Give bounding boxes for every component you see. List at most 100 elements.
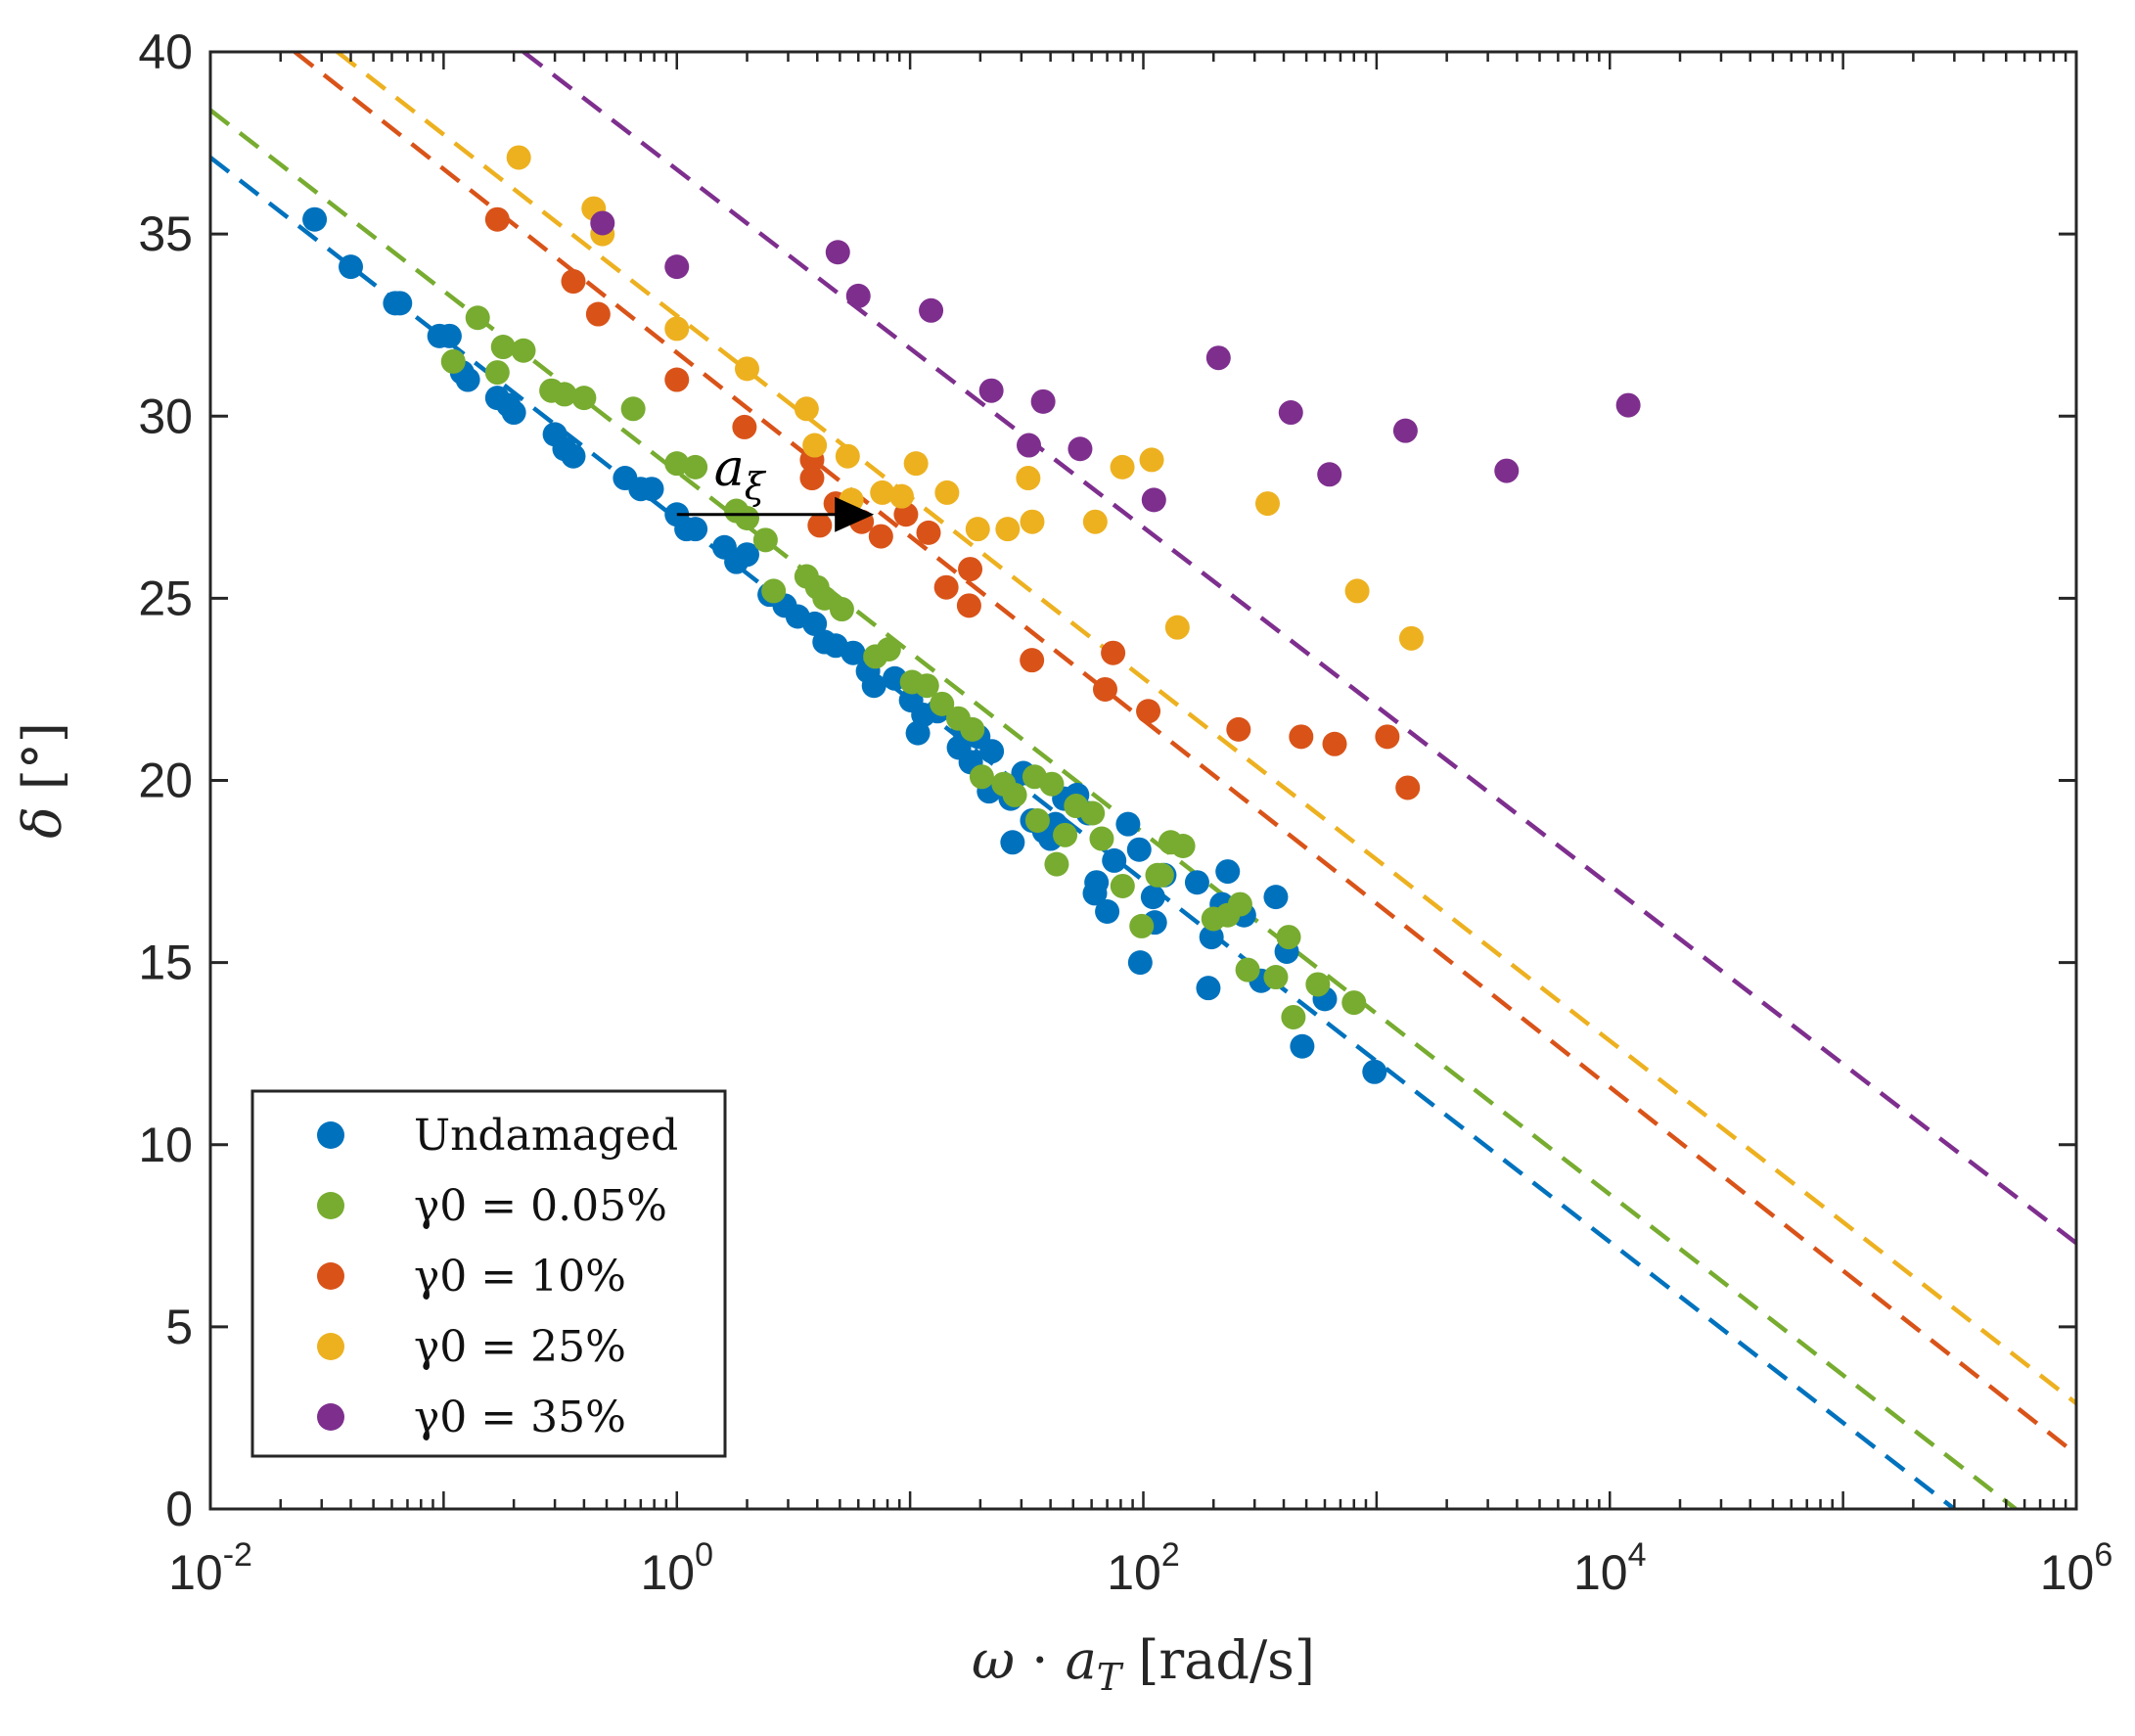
data-point-1-25 xyxy=(960,716,985,742)
data-point-2-16 xyxy=(1020,648,1045,673)
data-point-3-3 xyxy=(664,316,690,342)
data-point-4-14 xyxy=(1494,458,1520,483)
data-point-3-15 xyxy=(1016,466,1041,491)
data-point-1-2 xyxy=(484,360,510,386)
data-point-3-7 xyxy=(835,443,860,469)
data-point-4-0 xyxy=(590,210,615,236)
fit-line-2 xyxy=(293,52,2076,1456)
data-point-1-51 xyxy=(1341,990,1367,1016)
data-point-0-67 xyxy=(1290,1033,1315,1059)
legend: Undamaged γ0 = 0.05% γ0 = 10% γ0 = 25% γ0 = … xyxy=(250,1089,727,1458)
data-point-4-3 xyxy=(845,283,871,308)
data-point-4-8 xyxy=(1068,436,1093,462)
data-point-0-26 xyxy=(802,611,828,636)
legend-marker-4 xyxy=(317,1403,344,1431)
data-point-2-19 xyxy=(1136,699,1161,724)
data-point-3-13 xyxy=(965,517,990,542)
x-tick-label-4: 106 xyxy=(2040,1536,2113,1600)
data-point-1-14 xyxy=(761,578,787,604)
data-point-1-33 xyxy=(1053,822,1078,847)
data-point-3-14 xyxy=(995,517,1021,542)
data-point-3-10 xyxy=(888,483,914,509)
data-point-1-18 xyxy=(829,597,854,622)
data-point-2-10 xyxy=(868,524,893,549)
data-point-0-5 xyxy=(436,323,462,348)
data-point-3-19 xyxy=(1139,447,1164,473)
data-point-0-3 xyxy=(387,291,413,316)
data-point-1-38 xyxy=(1129,913,1155,938)
data-point-2-3 xyxy=(664,367,690,392)
data-point-1-9 xyxy=(664,451,690,477)
data-point-2-13 xyxy=(933,574,959,600)
data-point-1-37 xyxy=(1110,873,1135,898)
data-point-4-7 xyxy=(1030,388,1056,414)
data-point-2-7 xyxy=(807,513,833,538)
data-point-2-21 xyxy=(1289,724,1314,750)
legend-label-0: Undamaged xyxy=(414,1111,678,1161)
data-point-1-42 xyxy=(1170,834,1196,859)
data-point-4-9 xyxy=(1141,487,1166,513)
data-point-1-1 xyxy=(465,305,490,331)
data-point-2-0 xyxy=(484,206,510,232)
data-point-3-0 xyxy=(506,145,531,170)
fit-line-3 xyxy=(336,52,2076,1405)
data-point-1-46 xyxy=(1235,957,1260,982)
data-point-4-15 xyxy=(1615,392,1641,418)
data-point-1-40 xyxy=(1149,862,1174,888)
data-point-2-1 xyxy=(561,269,586,295)
fit-line-0 xyxy=(210,156,1956,1509)
data-point-2-6 xyxy=(799,466,825,491)
legend-label-2: γ0 = 10% xyxy=(414,1252,626,1302)
data-point-2-4 xyxy=(732,414,757,439)
data-point-1-8 xyxy=(620,396,646,422)
data-point-3-11 xyxy=(903,451,929,477)
data-point-0-55 xyxy=(1127,950,1153,976)
legend-marker-2 xyxy=(317,1262,344,1290)
data-point-4-6 xyxy=(1017,433,1042,458)
data-point-4-11 xyxy=(1278,400,1303,426)
data-point-4-4 xyxy=(919,297,944,323)
data-point-0-56 xyxy=(1140,885,1165,910)
data-point-1-10 xyxy=(683,454,708,480)
data-point-0-41 xyxy=(979,739,1005,764)
data-point-1-4 xyxy=(511,338,536,363)
data-point-1-0 xyxy=(440,348,466,374)
data-point-2-23 xyxy=(1375,724,1400,750)
data-point-1-12 xyxy=(735,505,760,530)
data-point-0-31 xyxy=(861,673,886,699)
data-point-0-7 xyxy=(455,367,480,392)
data-point-2-12 xyxy=(916,520,941,545)
y-tick-label-5: 25 xyxy=(138,571,193,625)
data-point-0-60 xyxy=(1199,925,1224,950)
x-axis-label: ω · aT [rad/s] xyxy=(972,1629,1315,1699)
data-point-3-9 xyxy=(870,480,895,505)
data-point-0-71 xyxy=(1095,899,1120,925)
data-point-1-45 xyxy=(1227,891,1252,917)
data-point-3-6 xyxy=(802,433,828,458)
data-point-0-62 xyxy=(1215,859,1241,885)
data-point-1-49 xyxy=(1281,1004,1306,1029)
data-point-0-52 xyxy=(1102,847,1127,873)
data-point-0-53 xyxy=(1115,811,1141,837)
data-point-0-29 xyxy=(840,640,866,665)
data-point-3-4 xyxy=(735,356,760,382)
data-point-1-20 xyxy=(876,636,901,662)
legend-marker-0 xyxy=(317,1121,344,1149)
data-point-0-13 xyxy=(561,443,586,469)
legend-label-1: γ0 = 0.05% xyxy=(414,1181,667,1231)
data-point-4-12 xyxy=(1317,462,1342,487)
data-point-3-22 xyxy=(1344,578,1370,604)
data-point-2-22 xyxy=(1322,731,1347,756)
legend-marker-1 xyxy=(317,1192,344,1219)
data-point-4-13 xyxy=(1392,418,1418,443)
data-point-3-5 xyxy=(794,396,819,422)
data-point-1-13 xyxy=(752,527,778,553)
data-point-1-22 xyxy=(914,673,939,699)
data-point-2-14 xyxy=(958,557,983,582)
data-point-2-2 xyxy=(585,301,611,327)
data-point-1-47 xyxy=(1263,965,1289,990)
data-point-3-12 xyxy=(934,480,960,505)
data-point-3-18 xyxy=(1110,454,1135,480)
data-point-2-17 xyxy=(1092,676,1117,702)
